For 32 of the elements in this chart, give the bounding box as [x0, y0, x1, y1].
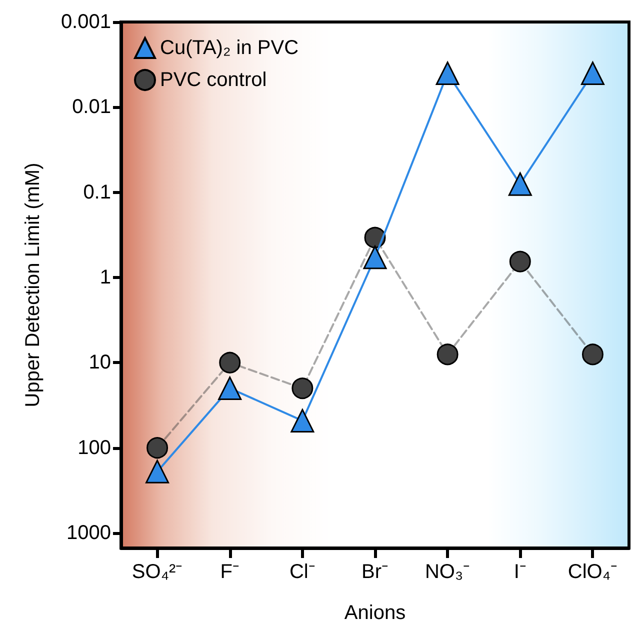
point [436, 344, 458, 366]
y-tick-label: 0.1 [83, 181, 111, 204]
x-tick-label: NO₃⁻ [424, 561, 470, 583]
point [146, 437, 168, 459]
point [580, 62, 604, 86]
x-axis-title: Anions [344, 602, 406, 624]
y-axis-title: Upper Detection Limit (mM) [22, 162, 44, 408]
y-tick-label: 0.001 [60, 11, 111, 33]
point [582, 344, 604, 366]
y-tick-label: 1 [100, 266, 111, 288]
legend-label: PVC control [160, 69, 267, 91]
y-tick-label: 0.01 [72, 96, 111, 118]
x-tick-label: Br⁻ [362, 561, 388, 583]
x-tick-label: F⁻ [220, 561, 240, 583]
point [219, 352, 241, 374]
y-tick-label: 1000 [66, 522, 111, 544]
point [146, 460, 170, 484]
point [290, 408, 314, 432]
x-tick-label: Cl⁻ [289, 561, 316, 583]
point [218, 376, 242, 400]
x-tick-label: I⁻ [514, 561, 526, 583]
x-tick-label: SO₄²⁻ [132, 561, 183, 583]
point [364, 226, 386, 248]
point [436, 62, 460, 86]
point [292, 378, 314, 400]
y-tick-label: 10 [88, 352, 111, 374]
point [509, 250, 531, 272]
point [363, 246, 387, 270]
x-tick-label: ClO₄⁻ [568, 561, 618, 583]
y-tick-label: 100 [78, 436, 111, 459]
point [508, 172, 532, 196]
legend-label: Cu(TA)₂ in PVC [160, 37, 299, 59]
